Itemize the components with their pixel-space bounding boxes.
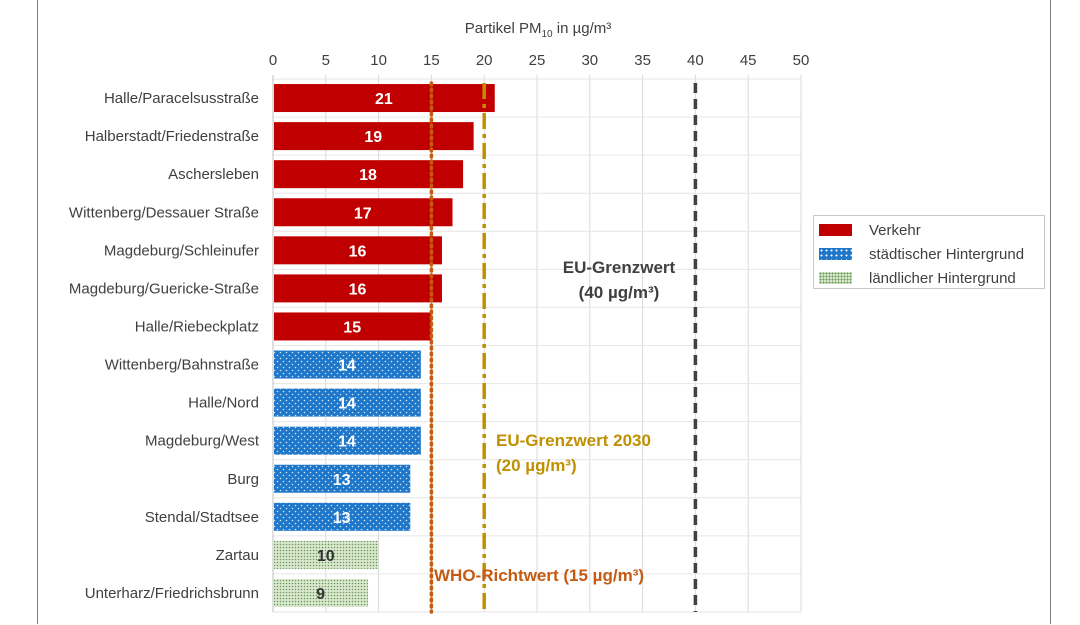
bar-laendlich <box>274 578 369 607</box>
bar-value-label: 10 <box>317 548 335 565</box>
category-label: Halle/Paracelsusstraße <box>104 90 259 107</box>
category-label: Unterharz/Friedrichsbrunn <box>85 585 259 602</box>
bar-value-label: 16 <box>349 281 367 298</box>
gridlines <box>272 75 802 613</box>
category-label: Stendal/Stadtsee <box>145 509 259 526</box>
x-tick-label: 30 <box>581 52 598 69</box>
bar-staedtisch <box>274 388 421 417</box>
x-tick-label: 20 <box>476 52 493 69</box>
bar-value-label: 9 <box>316 586 325 603</box>
bars <box>274 84 495 607</box>
legend-item-laendlich: ländlicher Hintergrund <box>819 266 1044 290</box>
category-label: Aschersleben <box>168 166 259 183</box>
category-label: Magdeburg/Schleinufer <box>104 242 259 259</box>
category-label: Halberstadt/Friedenstraße <box>85 128 259 145</box>
x-tick-label: 25 <box>529 52 546 69</box>
legend-swatch-laendlich <box>819 272 852 284</box>
bar-value-label: 14 <box>338 396 356 413</box>
bar-value-label: 19 <box>364 129 382 146</box>
legend-label-staedtisch: städtischer Hintergrund <box>869 245 1025 263</box>
bar-verkehr <box>274 122 474 151</box>
x-tick-label: 10 <box>370 52 387 69</box>
x-tick-label: 45 <box>740 52 757 69</box>
legend-item-staedtisch: städtischer Hintergrund <box>819 242 1044 266</box>
value-labels: 21 19 18 17 16 16 15 14 14 14 13 13 10 9 <box>316 91 393 603</box>
bar-value-label: 18 <box>359 167 377 184</box>
x-tick-label: 15 <box>423 52 440 69</box>
legend-label-verkehr: Verkehr <box>869 221 921 239</box>
bar-value-label: 14 <box>338 358 356 375</box>
bar-staedtisch <box>274 502 411 531</box>
bar-verkehr <box>274 274 442 303</box>
x-tick-labels: 0 5 10 15 20 25 30 35 40 45 50 <box>269 52 810 69</box>
legend-swatch-staedtisch <box>819 248 852 260</box>
bar-verkehr <box>274 198 453 227</box>
bar-value-label: 21 <box>375 91 393 108</box>
category-label: Wittenberg/Dessauer Straße <box>69 204 259 221</box>
who-guideline-label: WHO-Richtwert (15 µg/m³) <box>434 566 644 585</box>
category-label: Magdeburg/West <box>145 433 260 450</box>
bar-staedtisch <box>274 426 421 455</box>
bar-value-label: 15 <box>343 319 361 336</box>
bar-laendlich <box>274 540 379 569</box>
category-label: Burg <box>227 471 259 488</box>
category-label: Halle/Riebeckplatz <box>135 318 259 335</box>
x-tick-label: 35 <box>634 52 651 69</box>
category-labels: Halle/Paracelsusstraße Halberstadt/Friede… <box>69 90 260 602</box>
legend-item-verkehr: Verkehr <box>819 218 1044 242</box>
legend-label-laendlich: ländlicher Hintergrund <box>869 269 1016 287</box>
category-label: Halle/Nord <box>188 395 259 412</box>
x-tick-label: 0 <box>269 52 277 69</box>
category-label: Wittenberg/Bahnstraße <box>105 357 259 374</box>
bar-value-label: 13 <box>333 472 351 489</box>
legend: Verkehr städtischer Hintergrund ländlich… <box>813 215 1045 289</box>
x-tick-label: 50 <box>793 52 810 69</box>
bar-value-label: 16 <box>349 243 367 260</box>
x-axis-title: Partikel PM10 in µg/m³ <box>465 20 611 40</box>
bar-value-label: 17 <box>354 205 372 222</box>
x-tick-label: 40 <box>687 52 704 69</box>
annotations: EU-Grenzwert (40 µg/m³) EU-Grenzwert 203… <box>434 258 676 585</box>
eu-limit-label-line1: EU-Grenzwert <box>563 258 676 277</box>
chart-frame <box>37 0 1051 624</box>
reference-lines <box>429 81 698 614</box>
bar-staedtisch <box>274 464 411 493</box>
eu-2030-label-line2: (20 µg/m³) <box>496 456 577 475</box>
category-label: Magdeburg/Guericke-Straße <box>69 280 259 297</box>
x-tick-label: 5 <box>322 52 330 69</box>
bar-value-label: 13 <box>333 510 351 527</box>
bar-verkehr <box>274 84 495 113</box>
bar-staedtisch <box>274 350 421 379</box>
category-label: Zartau <box>216 547 259 564</box>
bar-value-label: 14 <box>338 434 356 451</box>
bar-verkehr <box>274 236 442 265</box>
bar-verkehr <box>274 312 432 341</box>
eu-limit-label-line2: (40 µg/m³) <box>579 283 660 302</box>
eu-2030-label-line1: EU-Grenzwert 2030 <box>496 431 651 450</box>
legend-swatch-verkehr <box>819 224 852 236</box>
